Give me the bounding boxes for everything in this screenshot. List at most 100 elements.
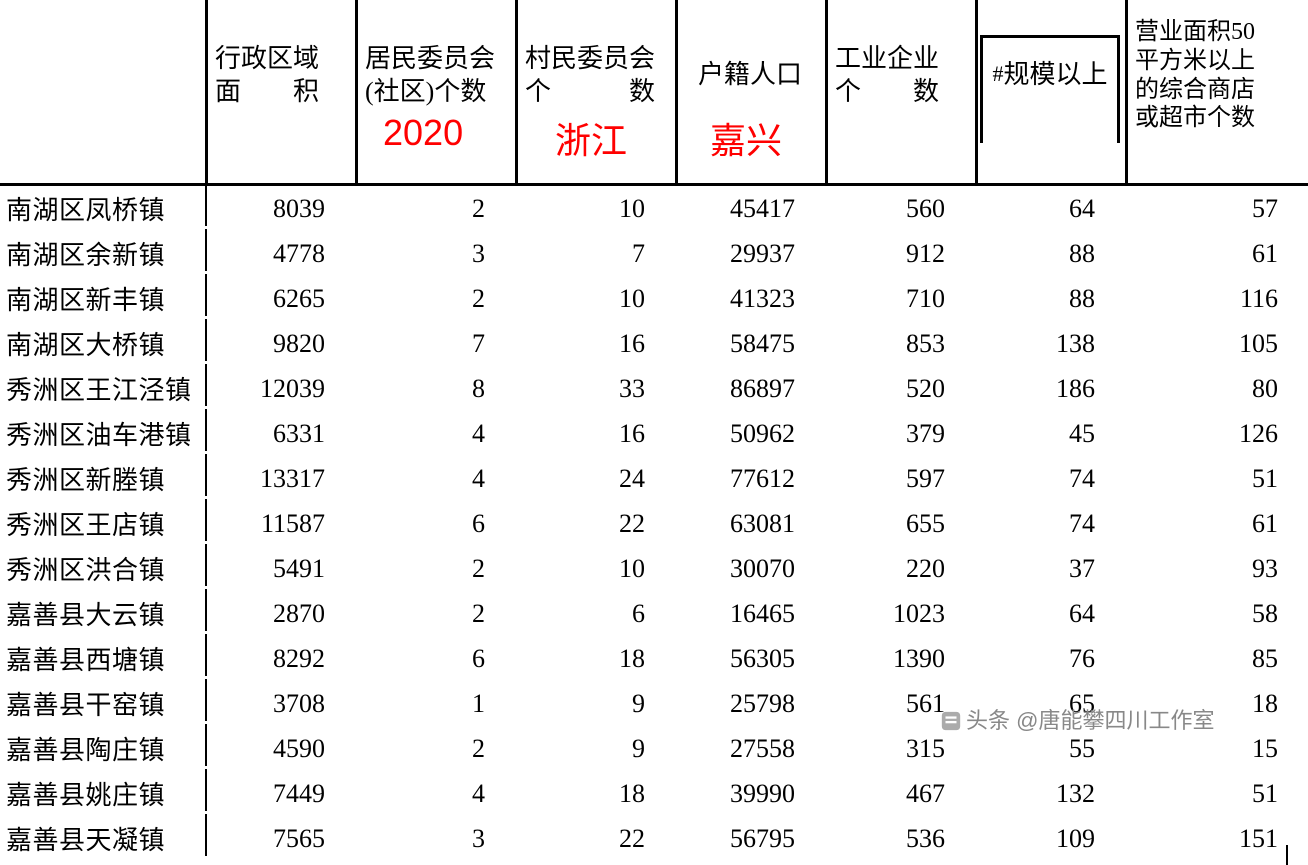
cell-shangd: 93 xyxy=(1125,546,1308,591)
cell-huji: 58475 xyxy=(675,321,825,366)
cell-jumin: 2 xyxy=(355,591,515,636)
cell-jumin: 6 xyxy=(355,501,515,546)
cell-gongye: 655 xyxy=(825,501,975,546)
cell-cunmin: 9 xyxy=(515,681,675,726)
cell-jumin: 4 xyxy=(355,411,515,456)
cell-gongye: 536 xyxy=(825,816,975,861)
cell-guimo: 74 xyxy=(975,501,1125,546)
cell-name: 南湖区余新镇 xyxy=(0,231,205,276)
cell-shangd: 51 xyxy=(1125,456,1308,501)
cell-shangd: 126 xyxy=(1125,411,1308,456)
cell-cunmin: 16 xyxy=(515,321,675,366)
cell-huji: 25798 xyxy=(675,681,825,726)
cell-cunmin: 33 xyxy=(515,366,675,411)
header-row: 行政区域面积 居民委员会(社区)个数 村民委员会个数 户籍人口 工业企业个数 #… xyxy=(0,0,1308,185)
watermark: 头条 @唐能攀四川工作室 xyxy=(940,703,1214,735)
table-row: 嘉善县天凝镇756532256795536109151 xyxy=(0,816,1308,861)
cell-shangd: 105 xyxy=(1125,321,1308,366)
cell-jumin: 4 xyxy=(355,456,515,501)
cell-guimo: 186 xyxy=(975,366,1125,411)
cell-huji: 39990 xyxy=(675,771,825,816)
cell-name: 秀洲区王店镇 xyxy=(0,501,205,546)
cell-guimo: 45 xyxy=(975,411,1125,456)
cell-jumin: 2 xyxy=(355,546,515,591)
cell-cunmin: 24 xyxy=(515,456,675,501)
cell-area: 4590 xyxy=(205,726,355,771)
cell-shangd: 151 xyxy=(1125,816,1308,861)
cell-cunmin: 18 xyxy=(515,636,675,681)
cell-jumin: 6 xyxy=(355,636,515,681)
cell-guimo: 138 xyxy=(975,321,1125,366)
cell-gongye: 912 xyxy=(825,231,975,276)
toutiao-icon xyxy=(940,710,962,732)
cell-cunmin: 7 xyxy=(515,231,675,276)
cell-guimo: 132 xyxy=(975,771,1125,816)
cell-jumin: 3 xyxy=(355,816,515,861)
cell-jumin: 4 xyxy=(355,771,515,816)
cell-huji: 86897 xyxy=(675,366,825,411)
table-row: 南湖区新丰镇62652104132371088116 xyxy=(0,276,1308,321)
cell-shangd: 61 xyxy=(1125,231,1308,276)
cell-cunmin: 10 xyxy=(515,546,675,591)
cell-cunmin: 16 xyxy=(515,411,675,456)
table-row: 嘉善县大云镇2870261646510236458 xyxy=(0,591,1308,636)
annotation-city: 嘉兴 xyxy=(710,112,782,164)
cell-area: 6265 xyxy=(205,276,355,321)
col-header-area: 行政区域面积 xyxy=(205,0,355,185)
cell-name: 秀洲区新塍镇 xyxy=(0,456,205,501)
cell-area: 3708 xyxy=(205,681,355,726)
cell-shangd: 58 xyxy=(1125,591,1308,636)
cell-area: 5491 xyxy=(205,546,355,591)
table-row: 秀洲区油车港镇63314165096237945126 xyxy=(0,411,1308,456)
annotation-province: 浙江 xyxy=(555,112,627,164)
cell-gongye: 220 xyxy=(825,546,975,591)
cell-area: 6331 xyxy=(205,411,355,456)
table-row: 南湖区大桥镇982071658475853138105 xyxy=(0,321,1308,366)
cell-name: 秀洲区王江泾镇 xyxy=(0,366,205,411)
table-row: 南湖区余新镇477837299379128861 xyxy=(0,231,1308,276)
cell-guimo: 64 xyxy=(975,185,1125,232)
cell-huji: 77612 xyxy=(675,456,825,501)
cell-shangd: 116 xyxy=(1125,276,1308,321)
table-row: 秀洲区新塍镇13317424776125977451 xyxy=(0,456,1308,501)
cell-guimo: 88 xyxy=(975,231,1125,276)
cell-cunmin: 9 xyxy=(515,726,675,771)
cell-guimo: 64 xyxy=(975,591,1125,636)
cell-area: 13317 xyxy=(205,456,355,501)
cell-shangd: 57 xyxy=(1125,185,1308,232)
cell-gongye: 467 xyxy=(825,771,975,816)
cell-guimo: 76 xyxy=(975,636,1125,681)
cell-jumin: 8 xyxy=(355,366,515,411)
cell-name: 南湖区凤桥镇 xyxy=(0,185,205,232)
cell-gongye: 853 xyxy=(825,321,975,366)
cell-gongye: 710 xyxy=(825,276,975,321)
cell-area: 2870 xyxy=(205,591,355,636)
cell-name: 南湖区大桥镇 xyxy=(0,321,205,366)
cell-gongye: 520 xyxy=(825,366,975,411)
cell-huji: 56795 xyxy=(675,816,825,861)
cell-area: 7449 xyxy=(205,771,355,816)
cell-area: 7565 xyxy=(205,816,355,861)
cell-gongye: 597 xyxy=(825,456,975,501)
cell-name: 嘉善县陶庄镇 xyxy=(0,726,205,771)
cell-name: 嘉善县姚庄镇 xyxy=(0,771,205,816)
cell-name: 嘉善县天凝镇 xyxy=(0,816,205,861)
table-row: 秀洲区王江泾镇120398338689752018680 xyxy=(0,366,1308,411)
cell-shangd: 85 xyxy=(1125,636,1308,681)
cell-area: 4778 xyxy=(205,231,355,276)
col-header-guimo: #规模以上 xyxy=(975,0,1125,185)
cell-gongye: 1023 xyxy=(825,591,975,636)
cell-guimo: 74 xyxy=(975,456,1125,501)
cell-gongye: 1390 xyxy=(825,636,975,681)
cell-shangd: 51 xyxy=(1125,771,1308,816)
cell-jumin: 1 xyxy=(355,681,515,726)
cell-guimo: 88 xyxy=(975,276,1125,321)
cell-jumin: 3 xyxy=(355,231,515,276)
table-row: 秀洲区洪合镇5491210300702203793 xyxy=(0,546,1308,591)
table-row: 嘉善县姚庄镇74494183999046713251 xyxy=(0,771,1308,816)
annotation-year: 2020 xyxy=(383,112,463,154)
cell-jumin: 2 xyxy=(355,185,515,232)
cell-gongye: 379 xyxy=(825,411,975,456)
cell-huji: 29937 xyxy=(675,231,825,276)
cell-name: 嘉善县大云镇 xyxy=(0,591,205,636)
